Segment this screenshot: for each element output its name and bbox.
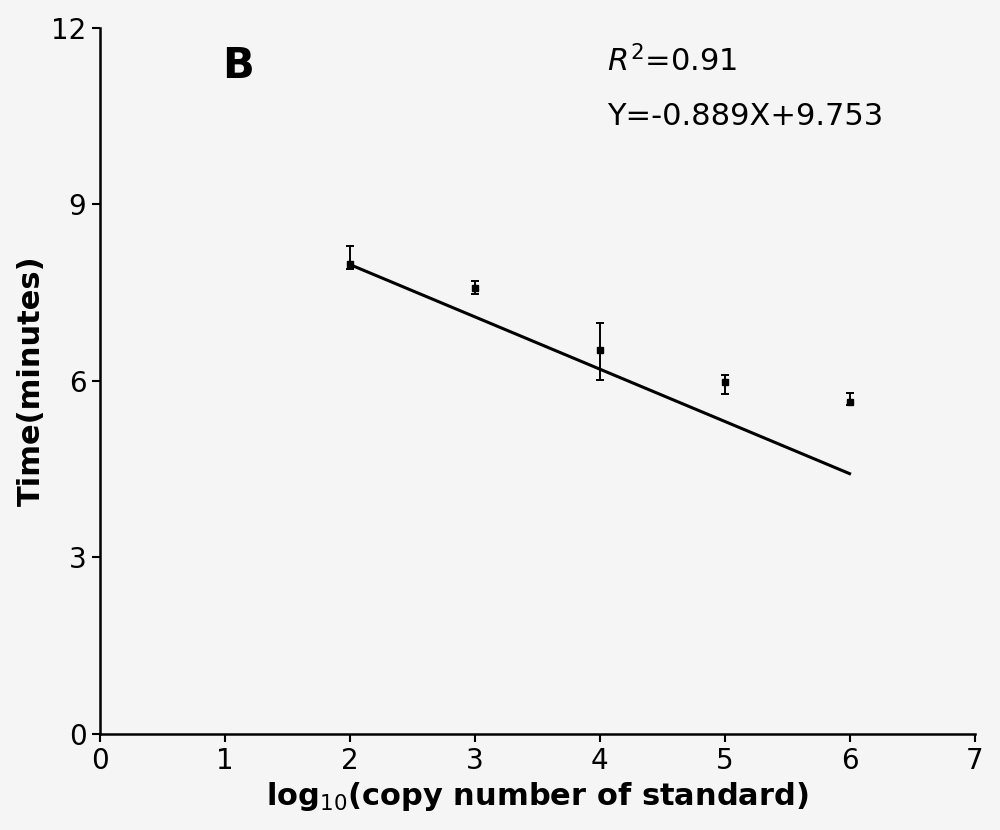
Text: Y=-0.889X+9.753: Y=-0.889X+9.753 <box>607 102 883 131</box>
X-axis label: log$_{10}$(copy number of standard): log$_{10}$(copy number of standard) <box>266 780 808 813</box>
Y-axis label: Time(minutes): Time(minutes) <box>17 256 46 506</box>
Text: B: B <box>222 46 254 87</box>
Text: $R^2$=0.91: $R^2$=0.91 <box>607 46 737 78</box>
